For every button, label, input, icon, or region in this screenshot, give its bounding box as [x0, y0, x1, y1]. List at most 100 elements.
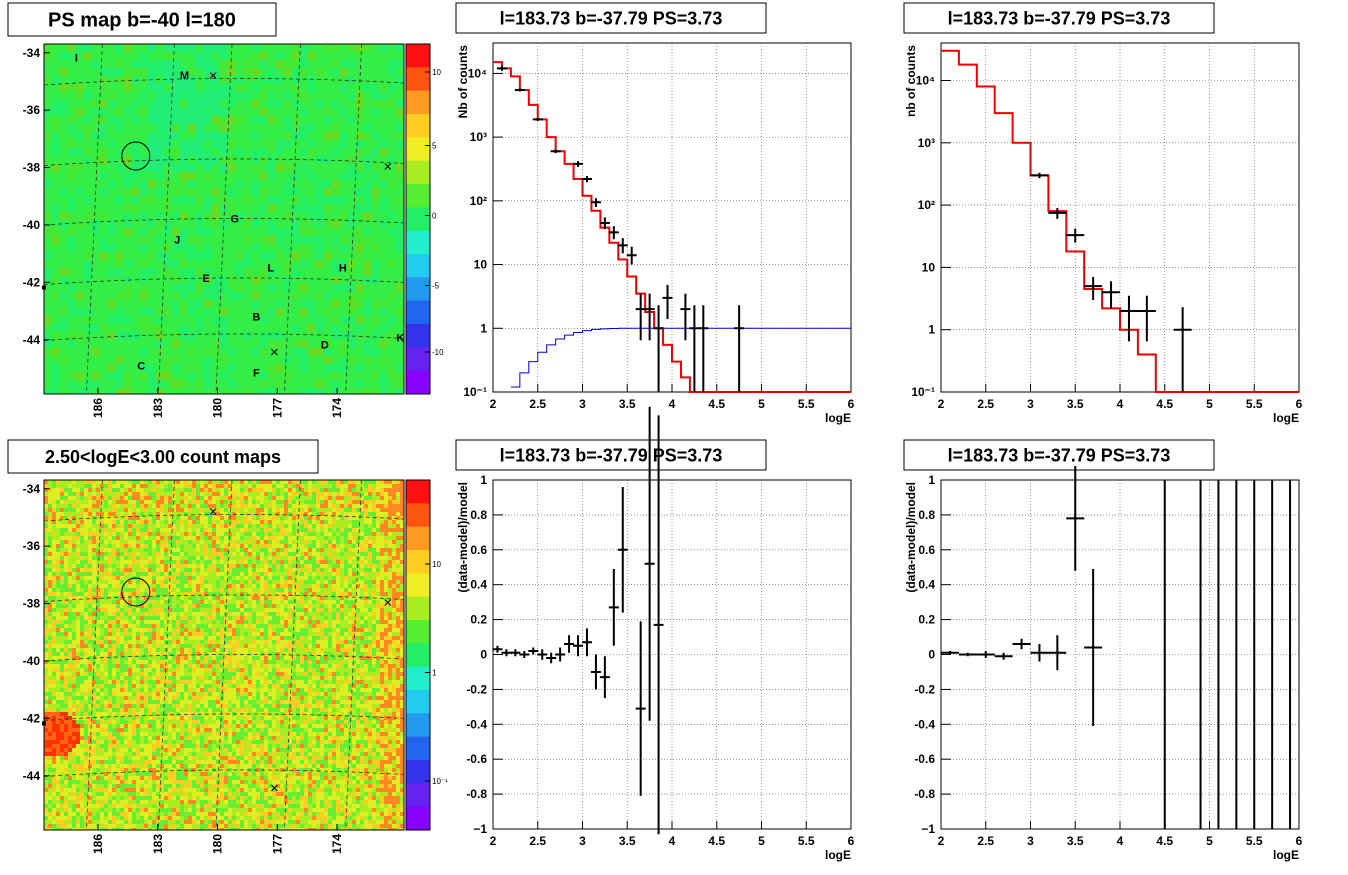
map-cell	[152, 672, 156, 676]
map-cell	[228, 300, 236, 308]
map-cell	[388, 124, 396, 132]
map-cell	[48, 520, 52, 524]
map-cell	[64, 528, 68, 532]
map-cell	[116, 188, 124, 196]
map-cell	[140, 732, 144, 736]
map-cell	[120, 636, 124, 640]
map-cell	[44, 540, 48, 544]
map-cell	[44, 600, 48, 604]
map-cell	[148, 164, 156, 172]
map-cell	[56, 728, 60, 732]
map-cell	[220, 356, 228, 364]
map-cell	[124, 172, 132, 180]
map-cell	[152, 596, 156, 600]
map-cell	[112, 508, 116, 512]
map-cell	[348, 260, 356, 268]
map-cell	[108, 172, 116, 180]
map-cell	[140, 60, 148, 68]
map-cell	[72, 552, 76, 556]
map-cell	[116, 764, 120, 768]
map-cell	[72, 600, 76, 604]
map-cell	[212, 260, 220, 268]
map-cell	[364, 388, 372, 396]
map-cell	[48, 732, 52, 736]
map-cell	[100, 724, 104, 728]
map-cell	[52, 776, 56, 780]
map-cell	[128, 536, 132, 540]
map-cell	[128, 568, 132, 572]
map-cell	[356, 268, 364, 276]
map-cell	[80, 784, 84, 788]
map-cell	[388, 196, 396, 204]
map-cell	[60, 784, 64, 788]
map-cell	[68, 364, 76, 372]
map-cell	[168, 660, 172, 664]
map-cell	[236, 372, 244, 380]
map-cell	[88, 796, 92, 800]
map-cell	[68, 700, 72, 704]
map-cell	[84, 664, 88, 668]
map-cell	[60, 592, 64, 596]
map-cell	[56, 712, 60, 716]
map-cell	[276, 156, 284, 164]
map-cell	[156, 716, 160, 720]
map-cell	[76, 664, 80, 668]
map-cell	[80, 520, 84, 524]
map-cell	[268, 260, 276, 268]
map-cell	[180, 236, 188, 244]
map-cell	[388, 156, 396, 164]
map-cell	[188, 244, 196, 252]
map-cell	[160, 720, 164, 724]
map-cell	[112, 484, 116, 488]
map-cell	[152, 608, 156, 612]
map-cell	[396, 132, 404, 140]
map-cell	[68, 740, 72, 744]
map-cell	[116, 364, 124, 372]
map-cell	[196, 332, 204, 340]
map-cell	[68, 260, 76, 268]
map-cell	[164, 484, 168, 488]
map-cell	[108, 660, 112, 664]
map-cell	[48, 496, 52, 500]
map-cell	[196, 52, 204, 60]
map-cell	[160, 588, 164, 592]
map-cell	[316, 92, 324, 100]
map-cell	[108, 324, 116, 332]
map-cell	[68, 636, 72, 640]
map-cell	[76, 260, 84, 268]
map-cell	[60, 196, 68, 204]
map-cell	[88, 560, 92, 564]
map-cell	[168, 704, 172, 708]
map-cell	[68, 656, 72, 660]
map-cell	[52, 284, 60, 292]
map-cell	[64, 644, 68, 648]
map-cell	[108, 548, 112, 552]
map-frame	[43, 43, 405, 395]
map-cell	[64, 504, 68, 508]
map-cell	[104, 604, 108, 608]
map-cell	[196, 60, 204, 68]
map-cell	[84, 712, 88, 716]
map-cell	[72, 524, 76, 528]
map-cell	[300, 316, 308, 324]
map-cell	[164, 544, 168, 548]
map-cell	[244, 92, 252, 100]
map-cell	[160, 736, 164, 740]
map-cell	[156, 676, 160, 680]
map-cell	[364, 132, 372, 140]
map-cell	[332, 348, 340, 356]
map-cell	[124, 704, 128, 708]
map-cell	[180, 76, 188, 84]
map-cell	[56, 788, 60, 792]
map-cell	[364, 124, 372, 132]
map-cell	[44, 584, 48, 588]
map-cell	[124, 632, 128, 636]
map-cell	[136, 780, 140, 784]
map-cell	[160, 508, 164, 512]
map-cell	[220, 340, 228, 348]
map-cell	[104, 592, 108, 596]
map-cell	[228, 204, 236, 212]
map-cell	[56, 740, 60, 744]
map-cell	[108, 300, 116, 308]
map-cell	[156, 636, 160, 640]
